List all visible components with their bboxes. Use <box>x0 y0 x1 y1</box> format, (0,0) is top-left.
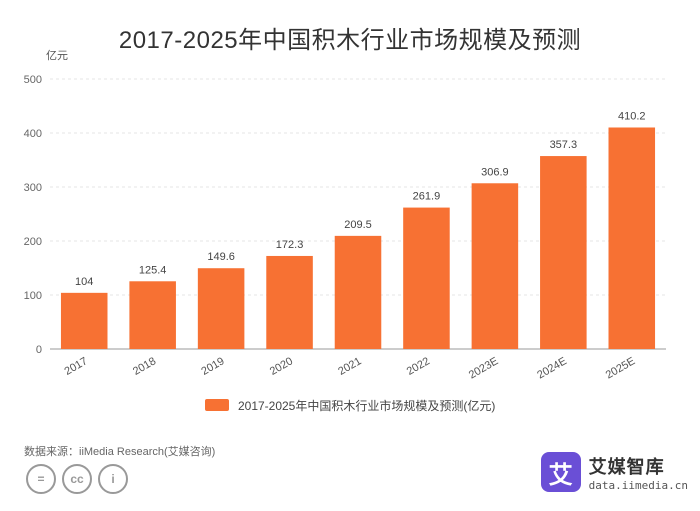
data-label: 104 <box>75 276 93 288</box>
data-label: 306.9 <box>481 166 509 178</box>
bar <box>540 156 587 349</box>
bar <box>197 268 245 349</box>
bar <box>403 207 450 349</box>
x-tick-label: 2019 <box>199 355 226 378</box>
y-tick-label: 300 <box>24 182 42 194</box>
y-tick-label: 400 <box>24 128 42 140</box>
bar-chart: 0 100 200 300 400 500 亿元 104 125.4 149.6 172.3 20… <box>24 49 666 382</box>
bars: 104 125.4 149.6 172.3 209.5 261.9 306.9 357.3 41… <box>60 110 656 349</box>
license-icons: = cc i <box>26 464 128 494</box>
legend: 2017-2025年中国积木行业市场规模及预测(亿元) <box>0 397 700 414</box>
data-label: 172.3 <box>276 239 304 251</box>
bar <box>129 281 176 349</box>
brand-name: 艾媒智库 <box>588 456 665 477</box>
bar <box>334 235 382 349</box>
data-label: 125.4 <box>139 264 167 276</box>
bar <box>608 127 656 349</box>
brand-url: data.iimedia.cn <box>588 478 688 492</box>
legend-swatch <box>204 399 229 411</box>
x-tick-label: 2024E <box>535 355 569 381</box>
y-tick-label: 0 <box>36 344 42 356</box>
x-tick-label: 2018 <box>131 355 158 378</box>
y-tick-label: 500 <box>24 74 42 86</box>
y-tick-label: 100 <box>24 290 42 302</box>
x-tick-label: 2021 <box>336 355 363 378</box>
y-axis-unit: 亿元 <box>46 49 68 62</box>
bar <box>266 255 313 349</box>
data-label: 357.3 <box>550 139 578 151</box>
x-tick-label: 2025E <box>604 355 638 381</box>
data-label: 410.2 <box>618 110 646 122</box>
legend-label: 2017-2025年中国积木行业市场规模及预测(亿元) <box>237 399 496 413</box>
x-tick-label: 2022 <box>405 355 432 378</box>
x-tick-label: 2023E <box>467 355 501 381</box>
y-axis: 0 100 200 300 400 500 <box>24 74 42 356</box>
x-tick-label: 2020 <box>268 355 295 378</box>
data-label: 209.5 <box>344 219 372 231</box>
y-tick-label: 200 <box>24 236 42 248</box>
source-text: 数据来源：iiMedia Research(艾媒咨询) <box>24 446 216 458</box>
bar <box>60 292 108 349</box>
data-label: 149.6 <box>207 251 235 263</box>
bar <box>471 183 519 349</box>
equal-icon: = <box>26 464 56 494</box>
brand-logo-icon: 艾 <box>540 452 581 492</box>
x-tick-label: 2017 <box>63 355 90 378</box>
cc-icon: cc <box>62 464 92 494</box>
chart-title: 2017-2025年中国积木行业市场规模及预测 <box>118 27 582 54</box>
person-icon: i <box>98 464 128 494</box>
x-axis: 2017 2018 2019 2020 2021 2022 2023E 2024E 2025E <box>63 355 638 381</box>
brand: 艾 艾媒智库 data.iimedia.cn <box>540 452 688 492</box>
data-label: 261.9 <box>413 191 441 203</box>
